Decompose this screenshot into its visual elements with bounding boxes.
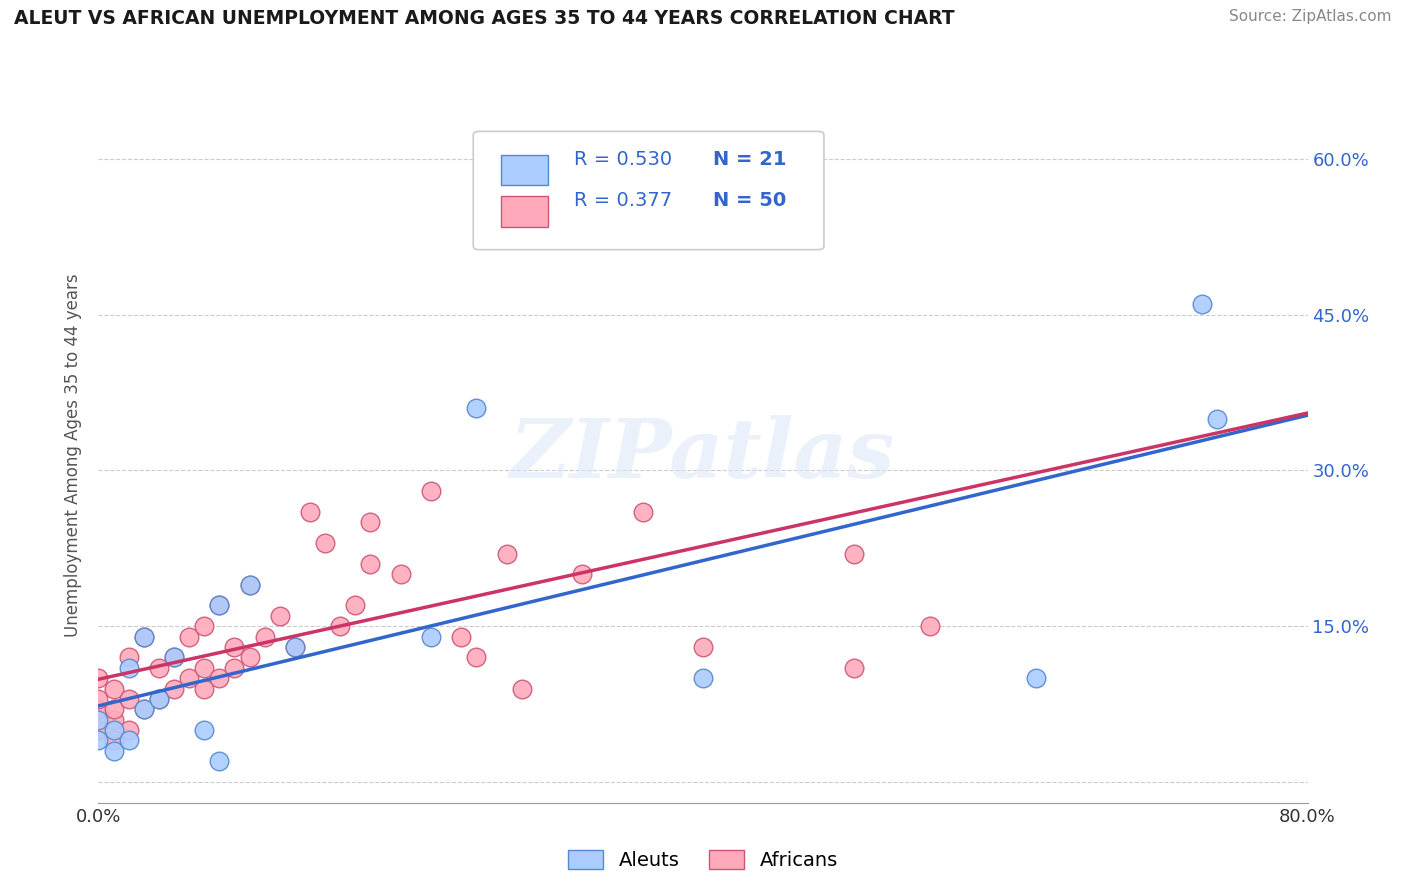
Text: R = 0.530: R = 0.530 — [574, 150, 672, 169]
Point — [118, 692, 141, 706]
Point — [163, 681, 186, 696]
Point — [284, 640, 307, 654]
FancyBboxPatch shape — [501, 154, 547, 186]
Text: Source: ZipAtlas.com: Source: ZipAtlas.com — [1229, 9, 1392, 24]
Point — [163, 650, 186, 665]
Point — [163, 650, 186, 665]
Point — [389, 567, 412, 582]
Point — [918, 619, 941, 633]
Point — [118, 733, 141, 747]
Text: ZIPatlas: ZIPatlas — [510, 415, 896, 495]
Point — [239, 578, 262, 592]
Point — [103, 702, 125, 716]
Point — [148, 661, 170, 675]
Point — [299, 505, 322, 519]
Point — [87, 702, 110, 716]
Point — [224, 661, 246, 675]
Point — [1206, 411, 1229, 425]
Point — [179, 630, 201, 644]
Point — [132, 702, 155, 716]
Point — [329, 619, 352, 633]
Point — [465, 650, 488, 665]
Point — [284, 640, 307, 654]
Point — [179, 671, 201, 685]
Point — [269, 608, 291, 623]
Point — [103, 744, 125, 758]
Point — [360, 516, 382, 530]
Point — [193, 681, 215, 696]
Point — [132, 702, 155, 716]
Point — [239, 650, 262, 665]
Text: N = 50: N = 50 — [713, 192, 786, 211]
Point — [193, 619, 215, 633]
Point — [193, 723, 215, 738]
Y-axis label: Unemployment Among Ages 35 to 44 years: Unemployment Among Ages 35 to 44 years — [65, 273, 83, 637]
Point — [571, 567, 593, 582]
Point — [239, 578, 262, 592]
FancyBboxPatch shape — [474, 131, 824, 250]
Point — [450, 630, 472, 644]
Point — [510, 681, 533, 696]
Point — [87, 713, 110, 727]
Point — [314, 536, 336, 550]
Point — [87, 692, 110, 706]
Text: ALEUT VS AFRICAN UNEMPLOYMENT AMONG AGES 35 TO 44 YEARS CORRELATION CHART: ALEUT VS AFRICAN UNEMPLOYMENT AMONG AGES… — [14, 9, 955, 28]
Point — [208, 599, 231, 613]
Point — [132, 630, 155, 644]
Point — [148, 692, 170, 706]
Point — [1024, 671, 1046, 685]
Point — [631, 505, 654, 519]
Point — [118, 723, 141, 738]
FancyBboxPatch shape — [501, 196, 547, 227]
Point — [420, 484, 443, 499]
Point — [495, 547, 517, 561]
Point — [723, 194, 745, 208]
Point — [103, 733, 125, 747]
Point — [1191, 297, 1213, 311]
Point — [103, 713, 125, 727]
Point — [465, 401, 488, 416]
Point — [103, 723, 125, 738]
Point — [87, 671, 110, 685]
Point — [118, 650, 141, 665]
Text: R = 0.377: R = 0.377 — [574, 192, 672, 211]
Point — [253, 630, 276, 644]
Point — [208, 754, 231, 768]
Point — [132, 630, 155, 644]
Point — [692, 640, 714, 654]
Point — [208, 599, 231, 613]
Point — [692, 671, 714, 685]
Point — [148, 692, 170, 706]
Point — [118, 661, 141, 675]
Point — [360, 557, 382, 571]
Point — [87, 723, 110, 738]
Point — [844, 661, 866, 675]
Point — [87, 733, 110, 747]
Text: N = 21: N = 21 — [713, 150, 786, 169]
Point — [103, 681, 125, 696]
Point — [224, 640, 246, 654]
Legend: Aleuts, Africans: Aleuts, Africans — [561, 842, 845, 878]
Point — [844, 547, 866, 561]
Point — [193, 661, 215, 675]
Point — [420, 630, 443, 644]
Point — [344, 599, 367, 613]
Point — [208, 671, 231, 685]
